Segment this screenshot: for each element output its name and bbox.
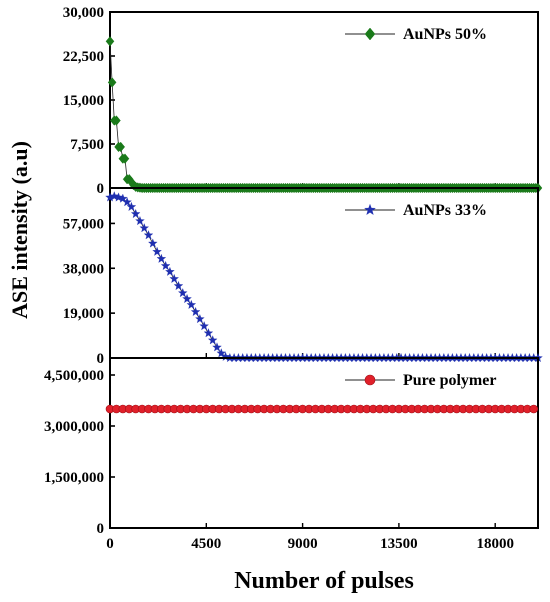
x-tick-label: 9000 xyxy=(288,536,318,552)
data-point xyxy=(152,246,162,256)
legend-marker xyxy=(364,27,376,41)
data-point xyxy=(122,197,132,207)
x-axis-title: Number of pulses xyxy=(234,568,414,594)
data-point xyxy=(126,201,137,211)
y-axis-title: ASE intensity (a.u) xyxy=(7,141,32,319)
data-point xyxy=(182,293,192,304)
data-point xyxy=(130,208,141,219)
data-point xyxy=(529,404,539,414)
y-tick-label: 22,500 xyxy=(63,49,104,65)
legend-marker xyxy=(364,374,376,386)
panel-2: 0 19,000 38,000 57,000 AuNPs 33% xyxy=(63,187,543,367)
x-tick-label: 18000 xyxy=(476,536,514,552)
legend-label: AuNPs 50% xyxy=(403,26,487,43)
y-tick-label: 0 xyxy=(97,521,105,537)
panel-frame xyxy=(109,357,539,529)
series-markers xyxy=(105,404,539,414)
data-point xyxy=(112,115,121,126)
y-tick-label: 0 xyxy=(97,181,105,197)
data-point xyxy=(165,266,175,276)
panel-3: 0 1,500,000 3,000,000 4,500,000 Pure polymer xyxy=(44,357,539,537)
x-tick-label: 4500 xyxy=(191,536,221,552)
data-point xyxy=(169,273,179,283)
data-point xyxy=(203,328,214,338)
data-point xyxy=(109,191,120,201)
data-point xyxy=(207,335,218,345)
data-point xyxy=(118,193,128,203)
legend-marker xyxy=(364,203,376,215)
data-point xyxy=(156,253,167,263)
series-markers xyxy=(105,36,543,194)
legend-label: AuNPs 33% xyxy=(403,202,487,219)
data-point xyxy=(120,153,130,164)
y-tick-label: 0 xyxy=(97,351,105,367)
data-point xyxy=(107,77,117,88)
y-tick-label: 15,000 xyxy=(63,93,104,109)
panel-1: 0 7,500 15,000 22,500 30,000 AuNPs 50% xyxy=(63,5,543,197)
y-tick-label: 30,000 xyxy=(63,5,104,21)
data-point xyxy=(139,223,150,233)
x-tick-label: 13500 xyxy=(380,536,418,552)
data-point xyxy=(216,348,227,358)
y-tick-label: 19,000 xyxy=(63,306,104,322)
y-tick-label: 38,000 xyxy=(63,261,104,277)
data-point xyxy=(173,280,184,291)
data-point xyxy=(190,306,201,317)
legend-label: Pure polymer xyxy=(403,372,496,389)
data-point xyxy=(116,141,126,153)
data-point xyxy=(143,230,154,240)
y-tick-label: 7,500 xyxy=(70,137,104,153)
data-point xyxy=(212,342,222,352)
data-point xyxy=(195,314,205,324)
y-tick-label: 4,500,000 xyxy=(44,368,104,384)
data-point xyxy=(148,238,158,248)
data-point xyxy=(135,216,145,226)
x-tick-label: 0 xyxy=(106,536,114,552)
series-line xyxy=(109,41,538,189)
data-point xyxy=(113,192,124,202)
data-point xyxy=(177,288,188,298)
data-point xyxy=(105,36,115,47)
y-tick-label: 3,000,000 xyxy=(44,419,104,435)
y-tick-label: 1,500,000 xyxy=(44,470,104,486)
data-point xyxy=(199,321,209,331)
data-point xyxy=(160,260,171,270)
y-tick-label: 57,000 xyxy=(63,216,104,232)
data-point xyxy=(186,299,197,309)
